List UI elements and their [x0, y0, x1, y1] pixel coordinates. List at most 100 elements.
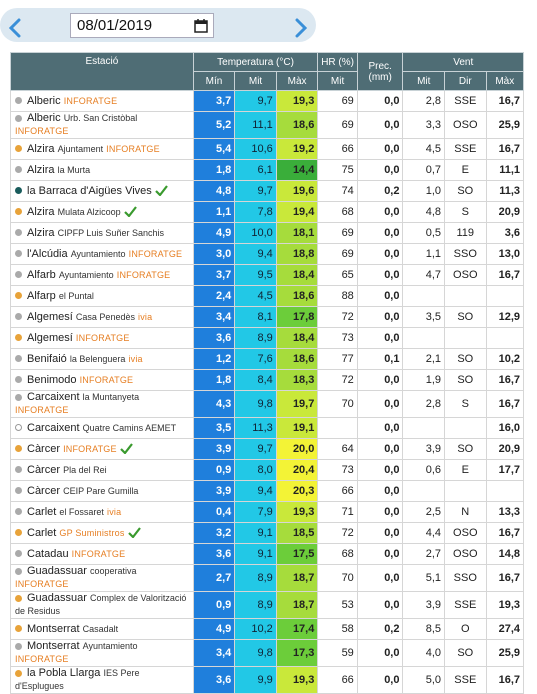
- station-row: Alfarp el Puntal 2,4 4,5 18,6 88 0,0: [10, 285, 525, 307]
- value-cell: 18,4: [275, 327, 319, 349]
- value-cell: OSO: [444, 111, 487, 139]
- value-cell: 0,4: [192, 501, 236, 523]
- value-cell: 1,0: [402, 180, 446, 202]
- station-name: la Pobla Llarga: [27, 667, 101, 680]
- station-name: Càrcer: [27, 484, 61, 497]
- value-cell: 10,6: [234, 138, 277, 160]
- value-cell: 4,9: [192, 618, 236, 640]
- station-location: el Fossaret: [59, 506, 104, 517]
- station-name: Alzira: [27, 226, 55, 239]
- value-cell: 0,0: [356, 369, 404, 391]
- value-cell: 6,1: [234, 159, 277, 181]
- value-cell: 0,6: [402, 459, 446, 481]
- station-row: Alberic INFORATGE 3,7 9,7 19,3 69 0,0 2,8 SSE 16…: [10, 90, 525, 112]
- station-dot: [15, 145, 22, 153]
- station-dot: [15, 393, 22, 401]
- station-provider: ivia: [128, 353, 143, 364]
- station-row: l'Alcúdia Ayuntamiento INFORATGE 3,0 9,4 18…: [10, 243, 525, 265]
- value-cell: 2,4: [192, 285, 236, 307]
- station-cell: Algemesí INFORATGE: [10, 327, 194, 349]
- value-cell: 9,8: [234, 639, 277, 667]
- station-cell: Alfarp el Puntal: [10, 285, 194, 307]
- value-cell: 0,0: [356, 285, 404, 307]
- value-cell: 4,8: [192, 180, 236, 202]
- station-cell: l'Alcúdia Ayuntamiento INFORATGE: [10, 243, 194, 265]
- value-cell: 0,0: [356, 159, 404, 181]
- value-cell: 0,0: [356, 306, 404, 328]
- value-cell: 19,3: [275, 501, 319, 523]
- value-cell: 0,2: [356, 618, 404, 640]
- station-row: la Barraca d'Aigües Vives 4,8 9,7 19,6 74 0,2…: [10, 180, 525, 202]
- station-location: CIPFP Luis Suñer Sanchis: [57, 227, 164, 238]
- value-cell: 18,6: [275, 111, 319, 139]
- value-cell: 0,0: [356, 327, 404, 349]
- value-cell: SO: [444, 369, 487, 391]
- value-cell: 1,2: [192, 348, 236, 370]
- station-name: Carlet: [27, 526, 57, 539]
- date-input[interactable]: 08/01/2019: [70, 13, 214, 38]
- value-cell: 27,4: [485, 618, 525, 640]
- value-cell: 4,3: [192, 390, 236, 418]
- value-cell: 69: [317, 222, 358, 244]
- station-cell: Alzira Mulata Alzicoop: [10, 201, 194, 223]
- value-cell: 17,4: [275, 618, 319, 640]
- prev-day-button[interactable]: [8, 18, 22, 38]
- value-cell: [402, 327, 446, 349]
- value-cell: 0,0: [356, 201, 404, 223]
- value-cell: 0,0: [356, 222, 404, 244]
- station-row: Càrcer CEIP Pare Gumilla 3,9 9,4 20,3 66 0,0: [10, 480, 525, 502]
- value-cell: 16,7: [485, 90, 525, 112]
- value-cell: SSE: [444, 90, 487, 112]
- value-cell: 0,5: [402, 222, 446, 244]
- station-dot: [15, 445, 22, 453]
- value-cell: 70: [317, 390, 358, 418]
- value-cell: 3,0: [192, 243, 236, 265]
- station-location: la Belenguera: [69, 353, 126, 364]
- station-dot: [15, 208, 22, 216]
- next-day-button[interactable]: [294, 18, 308, 38]
- value-cell: 0,1: [356, 348, 404, 370]
- value-cell: 18,7: [275, 591, 319, 619]
- value-cell: 18,6: [275, 348, 319, 370]
- value-cell: [402, 480, 446, 502]
- value-cell: 16,0: [485, 417, 525, 439]
- station-cell: Catadau INFORATGE: [10, 543, 194, 565]
- value-cell: 20,0: [275, 438, 319, 460]
- station-name: Catadau: [27, 547, 69, 560]
- station-provider: INFORATGE: [128, 248, 183, 259]
- value-cell: 66: [317, 480, 358, 502]
- value-cell: 3,2: [192, 522, 236, 544]
- station-dot: [15, 487, 22, 495]
- calendar-icon[interactable]: [194, 18, 208, 33]
- station-row: Algemesí Casa Penedès ivia 3,4 8,1 17,8 72 0,…: [10, 306, 525, 328]
- station-name: Alberic: [27, 112, 61, 125]
- station-provider: INFORATGE: [106, 143, 160, 154]
- station-location: Casadalt: [82, 623, 119, 634]
- value-cell: SSO: [444, 243, 487, 265]
- value-cell: 1,1: [402, 243, 446, 265]
- station-row: Alzira Ajuntament INFORATGE 5,4 10,6 19,2 66…: [10, 138, 525, 160]
- station-provider: ivia: [138, 311, 153, 322]
- value-cell: 4,9: [192, 222, 236, 244]
- station-cell: Algemesí Casa Penedès ivia: [10, 306, 194, 328]
- value-cell: 1,8: [192, 369, 236, 391]
- station-provider: INFORATGE: [116, 269, 171, 280]
- station-dot: [15, 424, 22, 432]
- value-cell: 16,7: [485, 666, 525, 694]
- value-cell: 0,0: [356, 459, 404, 481]
- value-cell: 13,0: [485, 243, 525, 265]
- station-cell: Alzira Ajuntament INFORATGE: [10, 138, 194, 160]
- station-dot: [15, 229, 22, 237]
- station-name: Càrcer: [27, 442, 61, 455]
- station-name: Alberic: [27, 94, 61, 107]
- subheader-cell: Mit: [402, 71, 446, 91]
- value-cell: [485, 480, 525, 502]
- value-cell: 7,9: [234, 501, 277, 523]
- value-cell: 3,6: [192, 543, 236, 565]
- header-cell: Vent: [402, 52, 524, 72]
- station-cell: Càrcer Pla del Rei: [10, 459, 194, 481]
- value-cell: 11,1: [234, 111, 277, 139]
- value-cell: 9,9: [234, 666, 277, 694]
- value-cell: 8,9: [234, 327, 277, 349]
- header-cell: Prec. (mm): [356, 52, 404, 91]
